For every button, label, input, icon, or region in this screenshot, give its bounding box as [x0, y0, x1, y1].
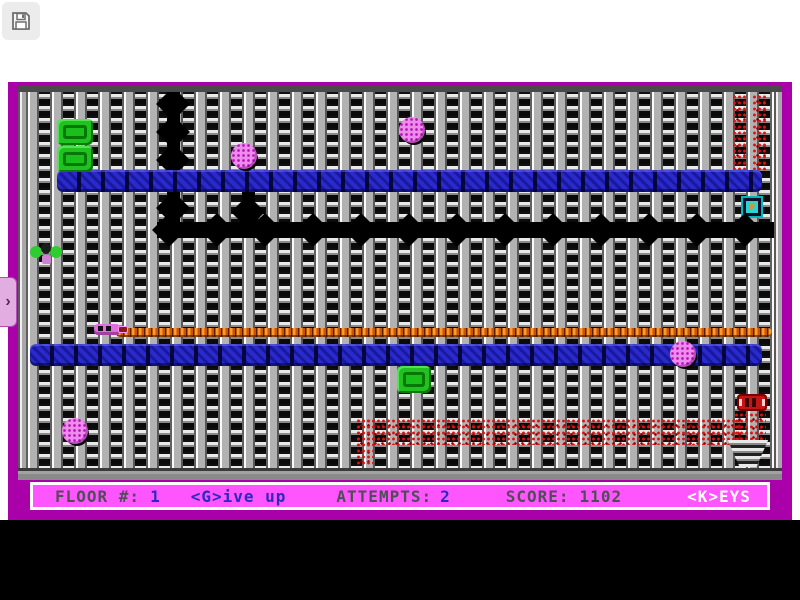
gap-diamond: [296, 213, 330, 247]
red-hazard-corner: [734, 412, 766, 444]
floor-value: 1: [150, 486, 161, 506]
vehicle-sprite: [94, 322, 130, 339]
gap-diamond: [200, 213, 234, 247]
attempts-value: 2: [440, 486, 451, 506]
blue-platform-lower: [30, 344, 762, 366]
gap-diamond: [728, 213, 762, 247]
green-box-face: [403, 372, 425, 387]
vehicle-window: [98, 326, 103, 331]
pink-ball: [399, 117, 425, 143]
attempts-label: ATTEMPTS:: [336, 486, 433, 506]
save-button[interactable]: [2, 2, 40, 40]
green-box: [57, 119, 93, 145]
chain-shot: [116, 328, 772, 337]
player-body: [42, 255, 51, 264]
game-screen[interactable]: W: [18, 86, 782, 480]
red-hazard-band: [356, 418, 741, 445]
green-box: [397, 366, 431, 393]
vehicle-window: [106, 326, 111, 331]
player-sprite: [30, 240, 62, 268]
sidebar-toggle-button[interactable]: ›: [0, 277, 17, 327]
floppy-disk-icon: [12, 12, 30, 30]
game-window: W FLOOR #: 1 <G>ive up ATTEMPTS: 2 SCORE…: [8, 82, 792, 520]
red-hazard-column: [356, 418, 373, 466]
keys-command: <K>EYS: [687, 486, 751, 506]
green-box-face: [63, 152, 87, 166]
score-value: 1102: [579, 486, 623, 506]
gap-diamond: [680, 213, 714, 247]
green-box-face: [63, 125, 87, 139]
chevron-right-icon: ›: [5, 293, 11, 310]
monitor-screen: W: [746, 201, 758, 213]
score-label: SCORE:: [505, 486, 570, 506]
letterbox-bottom: [0, 520, 800, 600]
status-bar: FLOOR #: 1 <G>ive up ATTEMPTS: 2 SCORE: …: [30, 482, 770, 510]
top-toolbar: [0, 0, 800, 82]
red-hazard-column: [752, 94, 768, 172]
screen-frame-left: [18, 92, 26, 468]
gap-diamond: [152, 213, 186, 247]
gap-diamond: [536, 213, 570, 247]
funnel-sprite: [727, 440, 769, 467]
gap-diamond: [440, 213, 474, 247]
screen-frame-bottom: [18, 468, 782, 480]
monitor-sprite: W: [741, 196, 763, 218]
gap-diamond: [488, 213, 522, 247]
green-box: [57, 146, 93, 172]
gap-diamond: [584, 213, 618, 247]
give-up-command: <G>ive up: [190, 486, 287, 506]
vehicle-barrel: [118, 326, 128, 333]
player-hand: [50, 246, 62, 258]
pink-ball: [670, 341, 696, 367]
gap-diamond: [392, 213, 426, 247]
screen-frame-top: [18, 86, 782, 92]
player-head: [41, 243, 51, 254]
blue-platform-upper: [57, 170, 762, 192]
gap-diamond: [344, 213, 378, 247]
floor-label: FLOOR #:: [55, 486, 141, 506]
pink-ball: [231, 143, 257, 169]
playfield: W: [26, 92, 774, 468]
gap-diamond: [632, 213, 666, 247]
red-sign-sprite: [737, 394, 767, 411]
pink-ball: [62, 418, 88, 444]
red-hazard-column: [732, 94, 746, 172]
player-hand: [30, 246, 42, 258]
screen-frame-right: [774, 92, 782, 468]
